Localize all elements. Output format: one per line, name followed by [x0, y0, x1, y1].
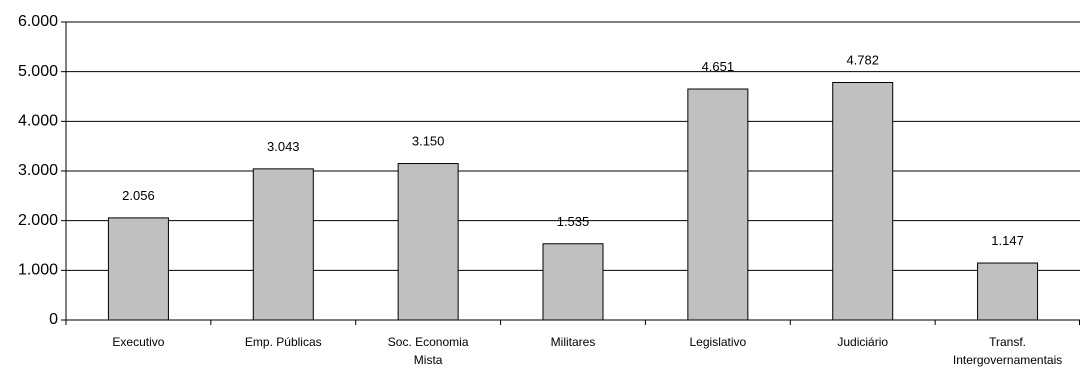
bar [687, 88, 749, 321]
data-label: 1.535 [557, 214, 590, 229]
gridlines [66, 21, 1080, 271]
x-tick-label: Executivo [112, 335, 164, 349]
bar [542, 243, 604, 321]
x-tick-label: Judiciário [837, 335, 888, 349]
y-tick-label: 2.000 [18, 212, 58, 229]
data-label: 4.782 [846, 52, 879, 67]
x-tick-label-line: Intergovernamentais [953, 353, 1062, 367]
x-tick-label-line: Judiciário [837, 335, 888, 349]
y-tick-label: 1.000 [18, 262, 58, 279]
bar [107, 217, 169, 321]
bar [397, 163, 459, 321]
data-labels: 2.056 3.043 3.150 1.535 4.651 4.782 1.147 [122, 52, 1024, 248]
y-tick-label: 5.000 [18, 63, 58, 80]
data-label: 2.056 [122, 188, 155, 203]
x-tick-label: Emp. Públicas [245, 335, 322, 349]
x-tick-label-line: Transf. [989, 335, 1026, 349]
data-label: 3.150 [412, 134, 445, 149]
bar [977, 262, 1039, 321]
x-tick-label: Soc. Economia Mista [388, 335, 469, 367]
x-tick-label-line: Militares [551, 335, 596, 349]
data-label: 3.043 [267, 139, 300, 154]
x-tick-label-line: Mista [414, 353, 443, 367]
x-tick-label-line: Executivo [112, 335, 164, 349]
bar [832, 81, 894, 321]
bars [107, 81, 1039, 321]
x-tick-label: Legislativo [690, 335, 747, 349]
data-label: 4.651 [702, 59, 735, 74]
x-tick-label-line: Soc. Economia [388, 335, 469, 349]
y-tick-label: 0 [49, 311, 58, 328]
y-tick-labels: 0 1.000 2.000 3.000 4.000 5.000 6.000 [18, 13, 58, 328]
x-tick-labels: Executivo Emp. Públicas Soc. Economia Mista… [112, 335, 1062, 367]
x-tick-label-line: Legislativo [690, 335, 747, 349]
y-tick-label: 4.000 [18, 113, 58, 130]
y-tick-label: 6.000 [18, 13, 58, 30]
data-label: 1.147 [991, 233, 1024, 248]
axes [61, 21, 1080, 325]
y-tick-label: 3.000 [18, 162, 58, 179]
bar [252, 168, 314, 321]
x-tick-label-line: Emp. Públicas [245, 335, 322, 349]
x-tick-label: Transf. Intergovernamentais [953, 335, 1062, 367]
x-tick-label: Militares [551, 335, 596, 349]
